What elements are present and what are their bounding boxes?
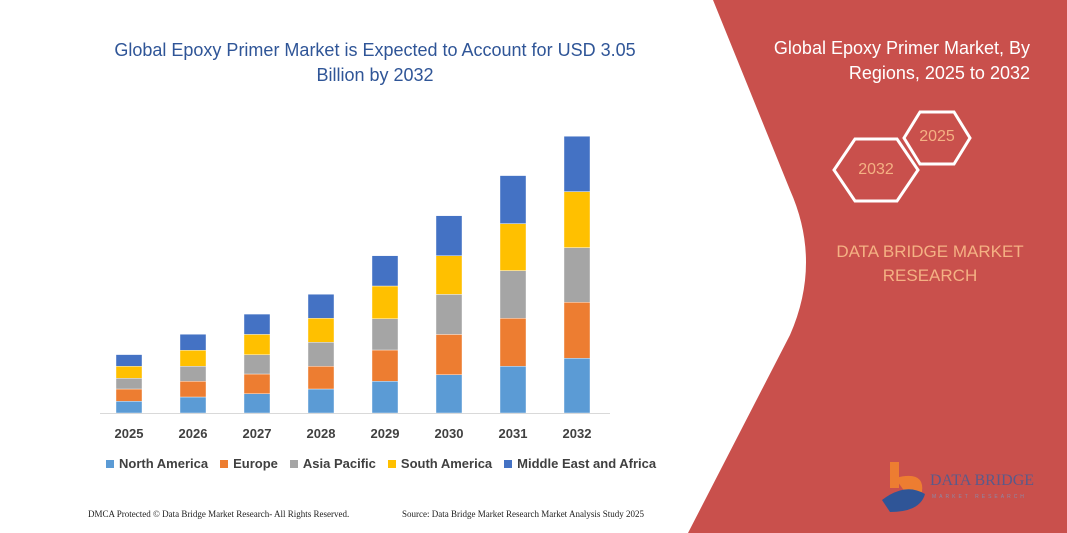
bar-2032-middle-east-and-africa xyxy=(563,136,591,192)
bar-2026-south-america xyxy=(179,350,207,367)
legend-swatch xyxy=(106,459,114,468)
footer-copyright: DMCA Protected © Data Bridge Market Rese… xyxy=(88,509,350,519)
chart-title: Global Epoxy Primer Market is Expected t… xyxy=(114,40,636,85)
bar-2030-south-america xyxy=(435,255,463,295)
x-tick-label: 2025 xyxy=(114,426,144,441)
bar-2028-europe xyxy=(307,366,335,390)
bar-2027-middle-east-and-africa xyxy=(243,313,271,335)
hex-label-end: 2032 xyxy=(858,161,894,178)
bar-2031-europe xyxy=(499,318,527,367)
bar-2031-asia-pacific xyxy=(499,270,527,319)
bar-2032-asia-pacific xyxy=(563,247,591,303)
bar-2029-south-america xyxy=(371,285,399,319)
right-panel-shape xyxy=(688,0,1067,533)
bar-2026-europe xyxy=(179,381,207,398)
bar-2026-asia-pacific xyxy=(179,366,207,382)
bar-2029-europe xyxy=(371,349,399,382)
bar-2030-middle-east-and-africa xyxy=(435,215,463,256)
bar-2031-middle-east-and-africa xyxy=(499,175,527,224)
legend-label: South America xyxy=(400,456,493,471)
legend-label: Europe xyxy=(233,456,278,471)
bar-2028-north-america xyxy=(307,388,335,414)
legend: North America Europe Asia Pacific South Ame… xyxy=(106,456,656,471)
bar-2025-south-america xyxy=(115,366,143,379)
bar-2027-north-america xyxy=(243,393,271,414)
bar-2032-south-america xyxy=(563,191,591,248)
bar-2031-north-america xyxy=(499,366,527,414)
bar-2032-europe xyxy=(563,302,591,359)
x-tick-label: 2026 xyxy=(178,426,208,441)
bar-2030-north-america xyxy=(435,374,463,414)
x-tick-label: 2030 xyxy=(434,426,464,441)
bar-2025-middle-east-and-africa xyxy=(115,354,143,367)
bar-2027-asia-pacific xyxy=(243,354,271,375)
panel-title: Global Epoxy Primer Market, By Regions, … xyxy=(773,38,1030,83)
x-tick-label: 2032 xyxy=(562,426,592,441)
bar-2032-north-america xyxy=(563,358,591,414)
legend-item: North America xyxy=(106,456,208,471)
bar-2029-middle-east-and-africa xyxy=(371,255,399,287)
bar-2029-north-america xyxy=(371,381,399,414)
bar-2027-europe xyxy=(243,373,271,394)
footer-source: Source: Data Bridge Market Research Mark… xyxy=(402,509,644,519)
bar-2026-north-america xyxy=(179,396,207,414)
legend-swatch xyxy=(220,459,229,468)
legend-item: Europe xyxy=(220,456,278,471)
bar-2028-asia-pacific xyxy=(307,342,335,367)
x-tick-label: 2029 xyxy=(370,426,400,441)
legend-label: Asia Pacific xyxy=(302,456,376,471)
legend-item: Middle East and Africa xyxy=(504,456,656,471)
legend-swatch xyxy=(387,459,396,468)
x-tick-label: 2027 xyxy=(242,426,272,441)
bar-2025-asia-pacific xyxy=(115,378,143,390)
bar-2031-south-america xyxy=(499,223,527,271)
hex-label-start: 2025 xyxy=(919,128,955,145)
legend-swatch xyxy=(504,459,513,468)
bar-2030-asia-pacific xyxy=(435,294,463,335)
bar-2026-middle-east-and-africa xyxy=(179,334,207,351)
legend-label: North America xyxy=(119,456,209,471)
legend-item: South America xyxy=(387,456,493,471)
x-tick-label: 2028 xyxy=(306,426,336,441)
bar-2030-europe xyxy=(435,334,463,375)
data-bridge-logo-icon xyxy=(882,462,925,512)
brand-text: DATA BRIDGE MARKET RESEARCH xyxy=(836,242,1024,285)
bars xyxy=(115,136,591,414)
bar-2025-north-america xyxy=(115,401,143,414)
legend-swatch xyxy=(289,459,298,468)
legend-item: Asia Pacific xyxy=(289,456,376,471)
x-tick-label: 2031 xyxy=(498,426,528,441)
hexagon-2025 xyxy=(902,110,972,166)
bar-2028-middle-east-and-africa xyxy=(307,294,335,319)
logo-name: DATA BRIDGE xyxy=(930,472,1035,489)
legend-label: Middle East and Africa xyxy=(517,456,657,471)
bar-2028-south-america xyxy=(307,318,335,343)
bar-2029-asia-pacific xyxy=(371,318,399,351)
hexagon-2032 xyxy=(832,137,920,203)
bar-2027-south-america xyxy=(243,334,271,355)
bar-2025-europe xyxy=(115,388,143,402)
logo-tagline: MARKET RESEARCH xyxy=(932,494,1027,500)
